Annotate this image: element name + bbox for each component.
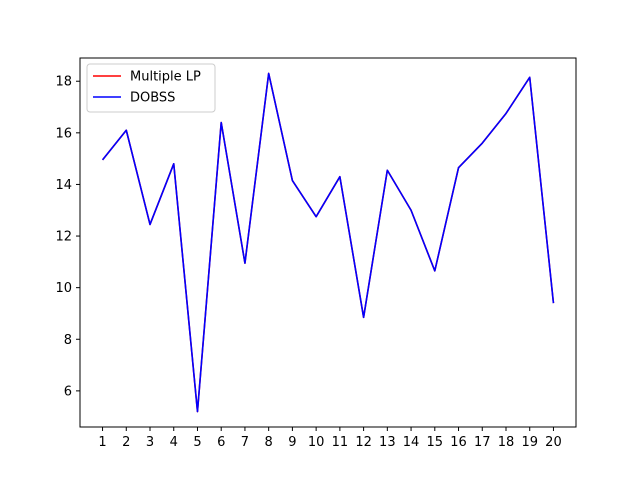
x-tick-label: 3 [146,435,154,450]
x-tick-label: 19 [521,435,538,450]
legend-label-multiple-lp: Multiple LP [130,70,201,85]
y-tick-label: 8 [64,333,72,348]
x-tick-label: 1 [98,435,106,450]
x-tick-label: 15 [427,435,444,450]
x-tick-label: 8 [265,435,273,450]
y-tick-label: 12 [55,230,72,245]
x-tick-label: 7 [241,435,249,450]
x-tick-label: 9 [288,435,296,450]
x-tick-label: 14 [403,435,420,450]
legend: Multiple LP DOBSS [86,63,216,113]
x-tick-label: 11 [332,435,349,450]
series-line-multiple-lp [101,72,555,413]
x-tick-label: 13 [379,435,396,450]
series-lines [101,72,555,413]
y-tick-label: 10 [55,281,72,296]
axes: 1 2 3 4 5 6 7 8 9 10 11 12 13 14 15 16 17 18 19 20 68101214… [55,57,577,450]
legend-label-dobss: DOBSS [130,91,175,106]
y-tick-label: 6 [64,384,72,399]
x-tick-label: 20 [545,435,562,450]
y-tick-label: 14 [55,178,72,193]
x-tick-label: 2 [122,435,130,450]
y-tick-label: 16 [55,126,72,141]
x-axis-ticks: 1 2 3 4 5 6 7 8 9 10 11 12 13 14 15 16 17 18 19 20 [98,427,562,450]
x-tick-label: 17 [474,435,491,450]
y-axis-ticks: 6 8 10 12 14 16 18 [55,75,80,399]
plot-frame [79,57,577,428]
x-tick-label: 12 [355,435,372,450]
x-tick-label: 5 [193,435,201,450]
x-tick-label: 16 [450,435,467,450]
x-tick-label: 10 [308,435,325,450]
series-line-dobss [101,72,555,413]
x-tick-label: 4 [170,435,178,450]
x-tick-label: 6 [217,435,225,450]
x-tick-label: 18 [498,435,515,450]
y-tick-label: 18 [55,75,72,90]
